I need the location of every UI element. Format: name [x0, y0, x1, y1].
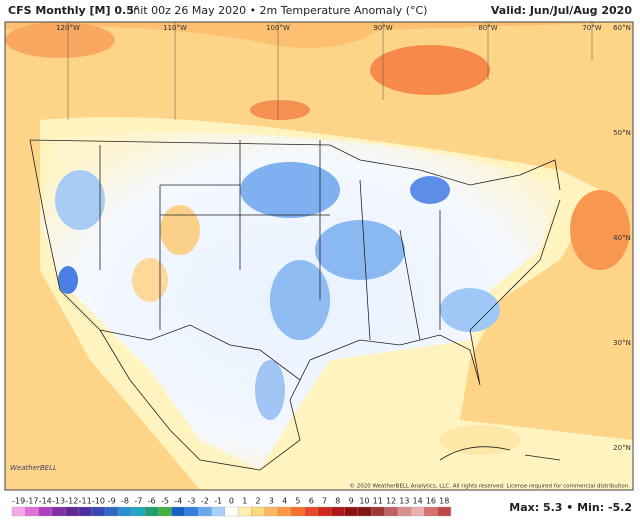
colorbar-swatch: [291, 506, 305, 517]
colorbar-swatch: [184, 506, 199, 517]
colorbar-swatch: [51, 506, 66, 517]
colorbar-label: -19: [12, 497, 25, 506]
lon-label: 110°W: [163, 24, 187, 32]
subtitle: Init 00z 26 May 2020 • 2m Temperature An…: [130, 4, 427, 17]
title: CFS Monthly [M] 0.5°: [8, 4, 139, 17]
colorbar-label: -1: [214, 497, 222, 506]
colorbar-label: 9: [349, 497, 354, 506]
colorbar-swatch: [304, 506, 319, 517]
colorbar-swatch: [91, 506, 106, 517]
map-frame: [4, 21, 634, 491]
colorbar-label: 0: [229, 497, 234, 506]
lat-label: 50°N: [613, 129, 631, 137]
lat-label: 40°N: [613, 234, 631, 242]
colorbar-swatch: [357, 506, 372, 517]
colorbar-label: 1: [242, 497, 247, 506]
colorbar-swatch: [384, 506, 398, 517]
colorbar-swatch: [277, 506, 292, 517]
colorbar-swatch: [144, 506, 159, 517]
colorbar-swatch: [317, 506, 332, 517]
colorbar-swatch: [397, 506, 412, 517]
colorbar-label: -13: [52, 497, 65, 506]
colorbar-label: -2: [201, 497, 209, 506]
colorbar-label: 11: [373, 497, 383, 506]
colorbar-swatch: [237, 506, 252, 517]
boundaries: [29, 139, 561, 471]
colorbar-label: 12: [386, 497, 396, 506]
colorbar-label: 2: [256, 497, 261, 506]
colorbar-swatch: [344, 506, 358, 517]
colorbar-label: 3: [269, 497, 274, 506]
graticule: [67, 22, 593, 120]
colorbar-swatch: [131, 506, 146, 517]
colorbar-swatch: [11, 506, 26, 517]
colorbar-label: 7: [322, 497, 327, 506]
colorbar-label: -8: [121, 497, 129, 506]
lon-label: 100°W: [266, 24, 290, 32]
colorbar-label: -9: [108, 497, 116, 506]
colorbar-swatch: [38, 506, 53, 517]
colorbar-label: 14: [413, 497, 423, 506]
colorbar-label: 5: [295, 497, 300, 506]
lat-label: 20°N: [613, 444, 631, 452]
colorbar-swatch: [65, 506, 79, 517]
colorbar-swatch: [198, 506, 212, 517]
max-min: Max: 5.3 • Min: -5.2: [509, 501, 632, 514]
colorbar-label: 10: [359, 497, 369, 506]
colorbar-label: 18: [439, 497, 449, 506]
lon-label: 80°W: [478, 24, 497, 32]
colorbar-label: -5: [161, 497, 169, 506]
colorbar-swatch: [410, 506, 425, 517]
lon-label: 60°N: [613, 24, 631, 32]
colorbar-label: 16: [426, 497, 436, 506]
colorbar-swatch: [370, 506, 385, 517]
min-label: Min: -5.2: [577, 501, 632, 514]
colorbar-swatch: [104, 506, 119, 517]
colorbar-swatch: [118, 506, 132, 517]
valid-period: Valid: Jun/Jul/Aug 2020: [491, 4, 632, 17]
colorbar-swatch: [331, 506, 345, 517]
lon-label: 70°W: [582, 24, 601, 32]
colorbar-label: -3: [188, 497, 196, 506]
colorbar-label: -6: [148, 497, 156, 506]
colorbar-swatch: [158, 506, 172, 517]
colorbar-swatch: [78, 506, 92, 517]
colorbar-swatch: [251, 506, 265, 517]
lon-label: 90°W: [373, 24, 392, 32]
colorbar-label: -10: [92, 497, 105, 506]
colorbar-swatch: [224, 506, 239, 517]
colorbar-swatch: [171, 506, 186, 517]
colorbar-swatch: [211, 506, 225, 517]
credit: © 2020 WeatherBELL Analytics, LLC. All r…: [350, 483, 631, 490]
lon-label: 120°W: [56, 24, 80, 32]
colorbar-label: -17: [25, 497, 38, 506]
colorbar-label: 8: [335, 497, 340, 506]
colorbar-label: 6: [309, 497, 314, 506]
max-label: Max: 5.3: [509, 501, 562, 514]
colorbar-label: -7: [134, 497, 142, 506]
colorbar-swatch: [437, 506, 452, 517]
colorbar-label: -11: [79, 497, 92, 506]
colorbar-label: 4: [282, 497, 287, 506]
colorbar-swatch: [424, 506, 438, 517]
colorbar-label: -12: [65, 497, 78, 506]
colorbar-swatch: [25, 506, 39, 517]
map-field: [5, 22, 633, 491]
logo: WeatherBELL: [10, 464, 57, 472]
colorbar-label: 13: [399, 497, 409, 506]
lat-label: 30°N: [613, 339, 631, 347]
colorbar-label: -4: [174, 497, 182, 506]
colorbar-label: -14: [39, 497, 52, 506]
colorbar-swatch: [264, 506, 279, 517]
